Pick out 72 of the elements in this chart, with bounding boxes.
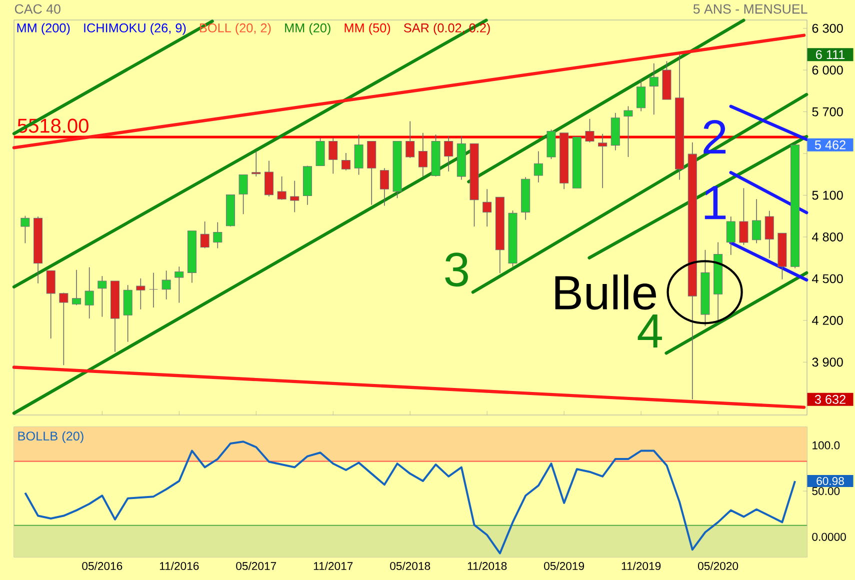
candlestick <box>406 120 415 158</box>
x-tick-label: 05/2019 <box>544 562 584 570</box>
annotation: MM (50) <box>344 23 390 35</box>
candlestick <box>84 266 94 319</box>
candlestick <box>354 134 364 176</box>
annotation: ICHIMOKU (26, 9) <box>84 23 186 35</box>
candlestick <box>380 168 389 206</box>
x-tick-label: 05/2018 <box>390 562 430 570</box>
y-tick-label: 50.00 <box>812 487 840 496</box>
candlestick <box>598 133 608 189</box>
candlestick <box>649 62 658 115</box>
candlestick <box>238 174 248 215</box>
candlestick <box>482 188 492 227</box>
y-tick-label: 3 632 <box>814 394 846 404</box>
chart-title: BOLLB (20) <box>18 431 84 444</box>
candlestick <box>46 270 56 339</box>
x-tick-label: 11/2017 <box>314 562 353 570</box>
candlestick <box>752 198 762 244</box>
y-tick-label: 4 500 <box>812 274 843 284</box>
annotation: BOLL (20, 2) <box>200 23 271 35</box>
annotation: MM (200) <box>17 23 70 35</box>
candlestick <box>162 270 171 300</box>
x-tick-label: 05/2016 <box>82 562 122 570</box>
candlestick <box>328 138 338 174</box>
x-tick-label: 05/2020 <box>698 562 738 570</box>
x-tick-label: 11/2016 <box>160 562 199 570</box>
candlestick <box>213 222 222 249</box>
x-tick-label: 11/2019 <box>622 562 661 570</box>
y-tick-label: 5 100 <box>812 190 843 200</box>
candlestick <box>341 152 350 171</box>
y-tick-label: 100.0 <box>812 441 840 450</box>
candlestick <box>624 106 633 158</box>
candlestick <box>277 176 286 200</box>
y-tick-label: 6 111 <box>816 50 845 60</box>
series-label: 4 <box>638 314 662 348</box>
chart-title: CAC 40 <box>14 4 60 14</box>
candlestick <box>534 150 543 183</box>
candlestick <box>148 272 158 308</box>
candlestick <box>59 292 68 366</box>
candlestick <box>290 180 300 213</box>
candlestick <box>200 221 210 249</box>
y-tick-label: 60.98 <box>816 477 844 486</box>
candlestick <box>726 216 736 256</box>
y-tick-label: 6 000 <box>812 66 843 75</box>
y-tick-label: 4 800 <box>812 232 843 242</box>
candlestick <box>739 188 748 246</box>
y-tick-label: 4 200 <box>812 316 843 325</box>
annotation: Bulle <box>555 274 656 310</box>
series-label: 1 <box>704 186 726 220</box>
annotation: MM (20) <box>285 23 330 35</box>
y-tick-label: 6 300 <box>812 24 843 33</box>
candlestick <box>764 210 774 259</box>
series-label: 3 <box>445 252 468 287</box>
y-tick-label: 5 700 <box>812 107 843 116</box>
x-tick-label: 05/2017 <box>236 562 276 570</box>
candlestick <box>252 150 261 177</box>
candlestick <box>444 136 454 172</box>
candlestick <box>264 160 274 197</box>
y-tick-label: 3 900 <box>812 358 843 367</box>
candlestick <box>72 270 82 306</box>
candlestick <box>636 79 646 112</box>
candlestick <box>136 278 146 310</box>
candlestick <box>98 276 107 318</box>
y-tick-label: 0.0000 <box>812 532 846 541</box>
x-tick-label: 11/2018 <box>468 562 507 570</box>
annotation: SAR (0.02, 0.2) <box>404 23 490 35</box>
candlestick <box>20 215 30 244</box>
chart-subtitle: 5 ANS - MENSUEL <box>693 4 808 14</box>
candlestick <box>585 118 594 143</box>
y-tick-label: 5 462 <box>814 140 846 150</box>
candlestick <box>174 266 184 304</box>
candlestick <box>418 132 428 177</box>
